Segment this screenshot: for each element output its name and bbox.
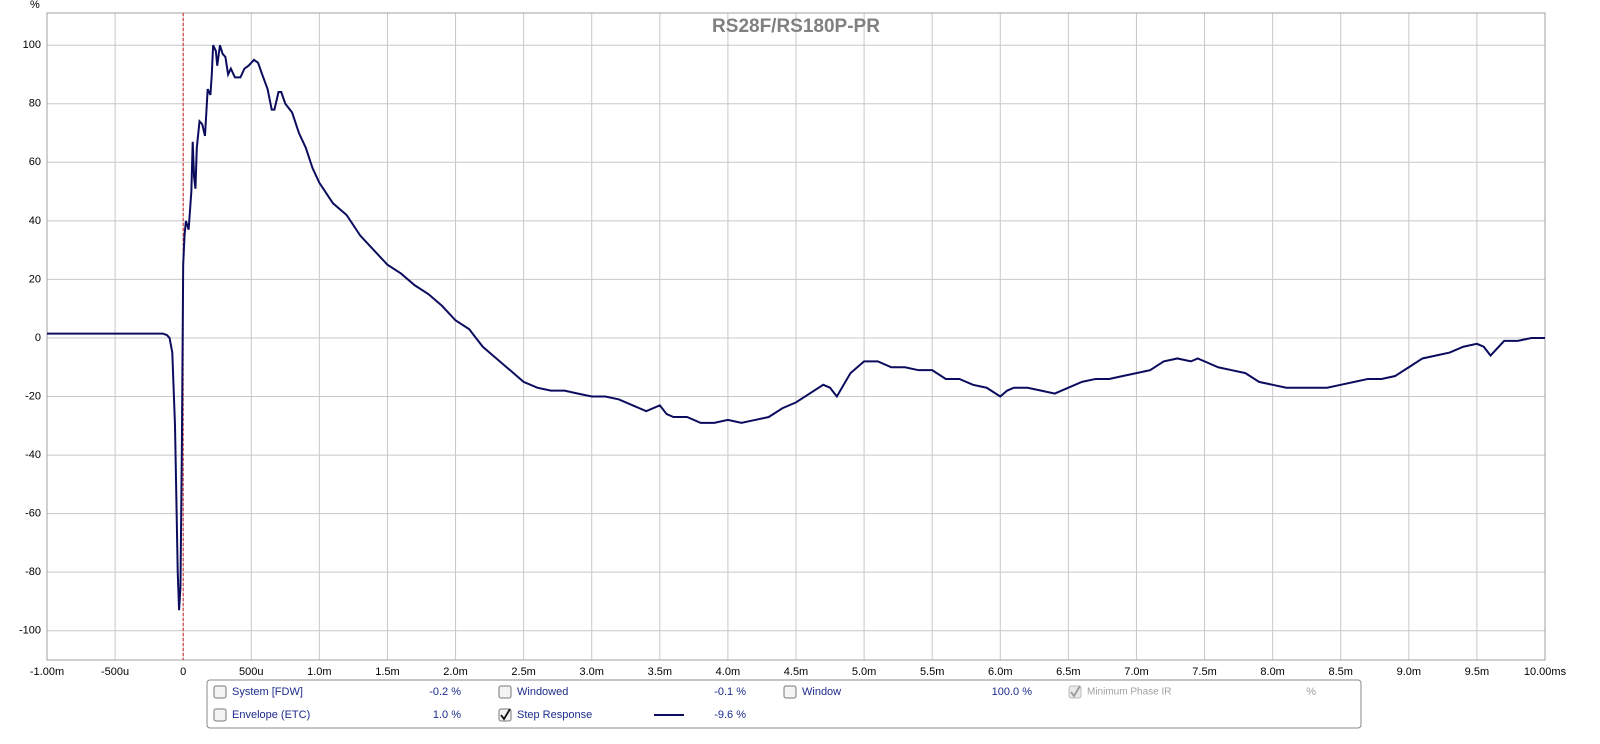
x-tick-label: 7.5m xyxy=(1192,666,1216,678)
checkbox[interactable] xyxy=(783,685,797,699)
control-label[interactable]: System [FDW] xyxy=(232,686,303,698)
x-tick-label: 6.0m xyxy=(988,666,1012,678)
x-tick-label: 10.00ms xyxy=(1524,666,1567,678)
control-label[interactable]: Windowed xyxy=(517,686,568,698)
x-tick-label: 6.5m xyxy=(1056,666,1080,678)
y-tick-label: 0 xyxy=(35,332,41,344)
control-value: -0.2 % xyxy=(429,686,461,698)
x-tick-label: 0 xyxy=(180,666,186,678)
x-tick-label: 3.0m xyxy=(579,666,603,678)
step-response-line xyxy=(47,44,1545,611)
x-tick-label: 9.0m xyxy=(1397,666,1421,678)
control-value: -0.1 % xyxy=(714,686,746,698)
y-axis-label: % xyxy=(30,0,40,11)
control-value: % xyxy=(1306,686,1316,698)
plot-border xyxy=(46,12,1546,661)
y-tick-label: -60 xyxy=(25,508,41,520)
y-tick-label: 80 xyxy=(29,98,41,110)
x-tick-label: 500u xyxy=(239,666,263,678)
y-tick-label: 60 xyxy=(29,156,41,168)
y-tick-label: -80 xyxy=(25,566,41,578)
control-value: 100.0 % xyxy=(992,686,1033,698)
x-tick-label: -500u xyxy=(101,666,129,678)
x-tick-label: 1.5m xyxy=(375,666,399,678)
x-tick-label: 5.0m xyxy=(852,666,876,678)
x-tick-label: -1.00m xyxy=(30,666,64,678)
control-value: -9.6 % xyxy=(714,709,746,721)
y-tick-label: 40 xyxy=(29,215,41,227)
checkbox[interactable] xyxy=(498,685,512,699)
checkmark xyxy=(1070,685,1081,698)
x-tick-label: 9.5m xyxy=(1465,666,1489,678)
x-tick-label: 4.5m xyxy=(784,666,808,678)
x-tick-label: 2.5m xyxy=(511,666,535,678)
x-tick-label: 1.0m xyxy=(307,666,331,678)
x-tick-label: 4.0m xyxy=(716,666,740,678)
x-tick-label: 7.0m xyxy=(1124,666,1148,678)
control-label[interactable]: Step Response xyxy=(517,709,592,721)
y-tick-label: 20 xyxy=(29,273,41,285)
y-tick-label: -40 xyxy=(25,449,41,461)
y-tick-label: -20 xyxy=(25,390,41,402)
x-tick-label: 2.0m xyxy=(443,666,467,678)
x-tick-label: 8.5m xyxy=(1328,666,1352,678)
y-tick-label: 100 xyxy=(23,39,41,51)
control-value: 1.0 % xyxy=(433,709,461,721)
y-tick-label: -100 xyxy=(19,625,41,637)
x-tick-label: 5.5m xyxy=(920,666,944,678)
x-tick-label: 3.5m xyxy=(648,666,672,678)
checkbox[interactable] xyxy=(213,708,227,722)
chart-title: RS28F/RS180P-PR xyxy=(712,16,880,37)
control-label[interactable]: Window xyxy=(802,686,841,698)
checkbox[interactable] xyxy=(213,685,227,699)
x-tick-label: 8.0m xyxy=(1260,666,1284,678)
control-label[interactable]: Envelope (ETC) xyxy=(232,709,310,721)
control-label[interactable]: Minimum Phase IR xyxy=(1087,687,1171,698)
checkmark xyxy=(500,708,511,721)
